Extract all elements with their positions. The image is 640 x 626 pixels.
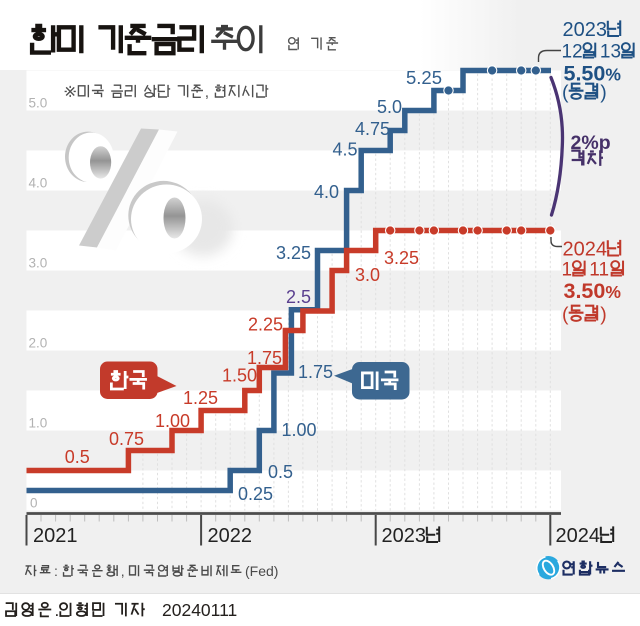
svg-text:(Fed): (Fed) xyxy=(245,563,278,579)
svg-text:4.75: 4.75 xyxy=(355,119,390,139)
svg-text:1.75: 1.75 xyxy=(247,348,282,368)
svg-text:5.50%: 5.50% xyxy=(564,62,622,86)
svg-text:3.50%: 3.50% xyxy=(564,279,622,303)
svg-text:1.25: 1.25 xyxy=(183,388,218,408)
svg-text::: : xyxy=(54,563,58,579)
svg-text:2023: 2023 xyxy=(563,19,608,41)
svg-text:4.0: 4.0 xyxy=(29,176,48,191)
svg-text:3.0: 3.0 xyxy=(355,265,380,285)
svg-text:0.5: 0.5 xyxy=(65,447,90,467)
svg-text:5.25: 5.25 xyxy=(406,67,442,88)
svg-text:(: ( xyxy=(562,304,569,326)
svg-text:13: 13 xyxy=(600,42,621,63)
svg-text:2024: 2024 xyxy=(563,239,608,261)
svg-text:.: . xyxy=(55,601,60,620)
svg-text:%: % xyxy=(581,132,598,154)
svg-text:11: 11 xyxy=(589,260,609,281)
svg-text:2023: 2023 xyxy=(382,525,427,547)
svg-text:2022: 2022 xyxy=(208,525,253,547)
svg-text:0: 0 xyxy=(30,496,38,511)
svg-text:5.0: 5.0 xyxy=(377,97,402,117)
svg-text:0.25: 0.25 xyxy=(238,484,273,504)
svg-text:20240111: 20240111 xyxy=(162,600,237,620)
svg-text:2024: 2024 xyxy=(556,525,601,547)
svg-text:1.50: 1.50 xyxy=(222,366,257,386)
svg-text:): ) xyxy=(600,82,607,104)
svg-text:1: 1 xyxy=(562,260,573,281)
svg-text:3.25: 3.25 xyxy=(276,243,311,263)
svg-text:1.00: 1.00 xyxy=(282,420,317,440)
svg-text:2.5: 2.5 xyxy=(286,287,311,307)
svg-text:2: 2 xyxy=(571,132,582,154)
svg-text:2021: 2021 xyxy=(33,525,78,547)
svg-text:0.75: 0.75 xyxy=(109,429,144,449)
svg-text:,: , xyxy=(205,84,209,101)
svg-text:1.00: 1.00 xyxy=(155,411,190,431)
svg-text:3.25: 3.25 xyxy=(384,248,419,268)
svg-text:4.0: 4.0 xyxy=(314,182,339,202)
svg-text:): ) xyxy=(600,304,607,326)
svg-text:4.5: 4.5 xyxy=(333,140,358,160)
svg-text:,: , xyxy=(121,563,125,579)
svg-text:3.0: 3.0 xyxy=(29,256,48,271)
svg-text:(: ( xyxy=(562,82,569,104)
svg-text:0.5: 0.5 xyxy=(268,462,293,482)
svg-text:p: p xyxy=(599,132,611,154)
svg-text:1.0: 1.0 xyxy=(29,416,48,431)
svg-text:5.0: 5.0 xyxy=(29,96,48,111)
svg-text:2.25: 2.25 xyxy=(248,315,283,335)
svg-text:1.75: 1.75 xyxy=(298,362,333,382)
svg-text:12: 12 xyxy=(562,42,583,63)
svg-text:2.0: 2.0 xyxy=(29,336,48,351)
